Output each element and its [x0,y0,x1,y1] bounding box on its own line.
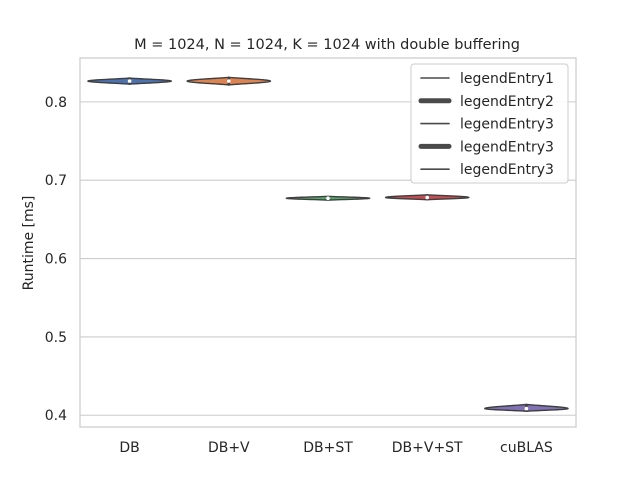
violins [87,76,569,413]
plot-area [79,57,577,428]
x-tick-label: cuBLAS [500,440,553,456]
x-tick-label: DB [119,440,139,456]
legend-label: legendEntry3 [460,162,554,178]
legend-label: legendEntry2 [460,94,554,110]
legend-label: legendEntry3 [460,139,554,155]
violin-median-marker [326,196,330,201]
y-tick-label: 0.4 [45,408,67,424]
violin-db-v-st [384,194,470,201]
x-tick-label: DB+V+ST [392,440,463,456]
y-tick-label: 0.5 [45,330,67,346]
violin-median-marker [425,195,430,200]
x-axis-ticks: DB DB+V DB+ST DB+V+ST cuBLAS [119,440,552,456]
legend-entry: legendEntry3 [418,139,554,155]
legend-entry: legendEntry2 [418,94,554,110]
violin-db-v [186,76,272,86]
y-axis-label: Runtime [ms] [21,196,37,291]
legend-entry: legendEntry1 [420,71,554,87]
legend-label: legendEntry1 [460,71,554,87]
legend-box [410,63,569,184]
y-axis-ticks: 0.4 0.5 0.6 0.7 0.8 [45,95,67,424]
gridlines [80,101,576,416]
x-tick-label: DB+V [208,440,250,456]
violin-db-st [285,195,371,201]
x-tick-label: DB+ST [303,440,353,456]
violin-cublas [484,403,569,413]
violin-median-marker [127,79,132,83]
violin-median-marker [524,406,529,411]
y-tick-label: 0.7 [45,173,67,189]
y-tick-label: 0.8 [45,95,67,111]
violin-db [87,77,172,85]
legend-entry: legendEntry3 [420,117,554,133]
legend: legendEntry1 legendEntry2 legendEntry3 lege… [410,63,569,184]
legend-label: legendEntry3 [460,117,554,133]
violin-median-marker [227,79,231,83]
y-tick-label: 0.6 [45,252,67,268]
legend-entry: legendEntry3 [420,162,554,178]
chart-title: M = 1024, N = 1024, K = 1024 with double… [134,37,520,53]
